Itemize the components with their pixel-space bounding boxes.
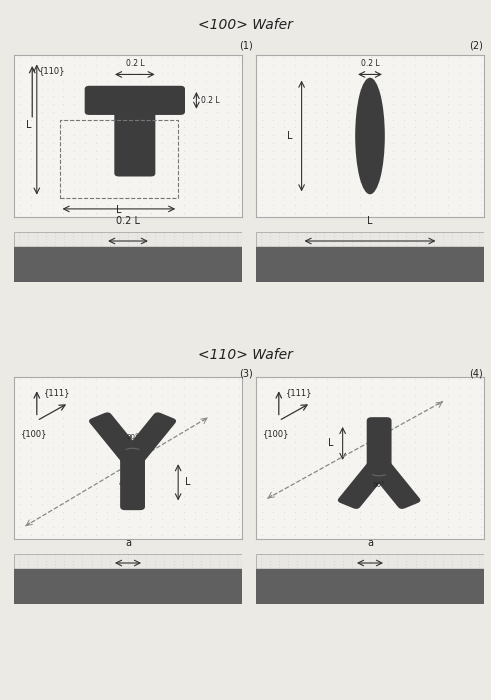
Ellipse shape <box>355 78 385 195</box>
Text: 90°: 90° <box>373 482 385 489</box>
FancyBboxPatch shape <box>14 232 242 247</box>
Text: 0.2 L: 0.2 L <box>126 59 144 68</box>
Text: L: L <box>26 120 31 130</box>
Text: L: L <box>328 438 333 449</box>
Text: a: a <box>118 478 123 486</box>
Bar <box>14 569 242 604</box>
FancyBboxPatch shape <box>89 412 144 464</box>
Text: {111}: {111} <box>44 389 70 398</box>
FancyBboxPatch shape <box>367 460 420 509</box>
FancyBboxPatch shape <box>121 412 176 464</box>
Text: 0.2 L: 0.2 L <box>116 216 140 226</box>
Bar <box>14 247 242 282</box>
Text: {111}: {111} <box>286 389 312 398</box>
FancyBboxPatch shape <box>114 105 155 176</box>
Text: a: a <box>395 477 400 486</box>
Text: (4): (4) <box>469 368 483 378</box>
Text: L: L <box>287 131 293 141</box>
FancyBboxPatch shape <box>14 554 242 569</box>
Text: (1): (1) <box>239 40 252 50</box>
Bar <box>256 247 484 282</box>
Text: <100> Wafer: <100> Wafer <box>198 18 293 32</box>
Text: a: a <box>125 538 131 548</box>
Text: {100}: {100} <box>263 429 289 438</box>
FancyBboxPatch shape <box>338 460 391 509</box>
Text: {100}: {100} <box>21 429 47 438</box>
Text: 0.2 L: 0.2 L <box>361 59 380 68</box>
Text: L: L <box>185 477 191 487</box>
FancyBboxPatch shape <box>120 454 145 510</box>
Text: a: a <box>367 538 373 548</box>
FancyBboxPatch shape <box>84 86 185 115</box>
Text: <110> Wafer: <110> Wafer <box>198 348 293 362</box>
FancyBboxPatch shape <box>256 554 484 569</box>
Text: (3): (3) <box>239 368 252 378</box>
Text: {110}: {110} <box>39 66 66 76</box>
Text: L: L <box>116 205 122 216</box>
Text: (2): (2) <box>469 40 483 50</box>
Bar <box>256 569 484 604</box>
FancyBboxPatch shape <box>367 417 391 470</box>
FancyBboxPatch shape <box>256 232 484 247</box>
Text: 90°: 90° <box>126 434 139 440</box>
Text: 0.2 L: 0.2 L <box>201 96 219 105</box>
Text: L: L <box>367 216 373 226</box>
